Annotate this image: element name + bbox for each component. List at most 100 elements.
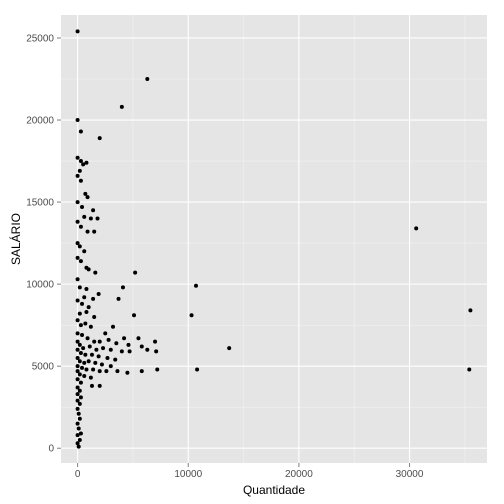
data-point <box>145 77 150 81</box>
data-point <box>145 347 150 352</box>
data-point <box>84 310 89 315</box>
data-point <box>227 346 232 351</box>
data-point <box>75 339 80 344</box>
data-point <box>99 362 104 367</box>
data-point <box>77 372 82 377</box>
data-point <box>86 305 91 310</box>
data-point <box>81 346 86 351</box>
data-point <box>78 351 83 356</box>
y-tick-label: 20000 <box>26 116 54 127</box>
data-point <box>155 367 160 372</box>
y-axis-title: SALÁRIO <box>8 213 23 265</box>
x-tick-label: 10000 <box>174 469 202 480</box>
data-point <box>77 285 82 290</box>
data-point <box>115 369 120 374</box>
data-point <box>75 433 80 438</box>
y-tick-label: 25000 <box>26 33 54 44</box>
data-point <box>122 336 127 341</box>
data-point <box>468 308 473 313</box>
data-point <box>139 344 144 349</box>
data-point <box>101 346 106 351</box>
data-point <box>78 159 83 164</box>
data-point <box>76 444 81 449</box>
data-point <box>83 352 88 357</box>
data-point <box>75 331 80 336</box>
grid-minor <box>61 15 487 463</box>
data-point <box>92 229 97 234</box>
data-point <box>84 367 89 372</box>
data-point <box>88 216 93 221</box>
data-point <box>111 324 116 329</box>
data-point <box>75 29 80 34</box>
data-point <box>119 104 124 109</box>
data-point <box>77 359 82 364</box>
data-point <box>113 357 118 362</box>
data-point <box>82 374 87 379</box>
data-point <box>132 313 137 318</box>
data-point <box>139 369 144 374</box>
data-point <box>75 200 80 205</box>
data-point <box>127 349 132 354</box>
data-point <box>75 219 80 224</box>
plot-panel <box>61 15 487 463</box>
data-point <box>97 369 102 374</box>
data-point <box>89 383 94 388</box>
data-point <box>97 383 102 388</box>
data-point <box>84 160 89 165</box>
data-point <box>75 364 80 369</box>
y-tick-label: 10000 <box>26 280 54 291</box>
data-point <box>75 385 80 390</box>
y-tick-label: 5000 <box>32 362 55 373</box>
data-point <box>78 129 83 134</box>
data-point <box>82 360 87 365</box>
y-tick-label: 15000 <box>26 198 54 209</box>
data-point <box>76 411 81 416</box>
data-point <box>154 349 159 354</box>
data-point <box>78 259 83 264</box>
data-point <box>106 337 111 342</box>
data-point <box>119 349 124 354</box>
data-point <box>75 355 80 360</box>
data-point <box>78 380 83 385</box>
data-point <box>78 178 83 183</box>
data-point <box>77 388 82 393</box>
data-point <box>75 392 80 397</box>
data-point <box>80 365 85 370</box>
data-point <box>195 367 200 372</box>
data-point <box>83 191 88 196</box>
data-point <box>88 375 93 380</box>
data-point <box>92 314 97 319</box>
data-point <box>87 344 92 349</box>
data-point <box>75 118 80 123</box>
data-point <box>84 287 89 292</box>
data-point <box>93 270 98 275</box>
data-point <box>189 313 194 318</box>
data-point <box>77 342 82 347</box>
data-point <box>75 318 80 323</box>
data-point <box>78 431 83 436</box>
data-point <box>75 421 80 426</box>
data-point <box>77 438 82 443</box>
data-point <box>95 216 100 221</box>
data-point <box>85 195 90 200</box>
data-point <box>76 426 81 431</box>
data-point <box>89 352 94 357</box>
data-point <box>108 364 113 369</box>
x-axis-title: Quantidade <box>243 483 305 497</box>
data-point <box>91 208 96 213</box>
data-point <box>80 301 85 306</box>
data-point <box>82 249 87 254</box>
data-point <box>193 283 198 288</box>
data-point <box>75 398 80 403</box>
data-point <box>120 285 125 290</box>
data-point <box>75 155 80 160</box>
data-point <box>103 331 108 336</box>
data-point <box>80 205 85 209</box>
data-point <box>86 359 91 364</box>
x-tick-label: 0 <box>75 469 81 480</box>
data-point <box>75 277 80 282</box>
y-tick-label: 0 <box>48 444 54 455</box>
data-point <box>85 336 90 341</box>
data-point <box>104 369 109 374</box>
data-point <box>77 244 82 249</box>
